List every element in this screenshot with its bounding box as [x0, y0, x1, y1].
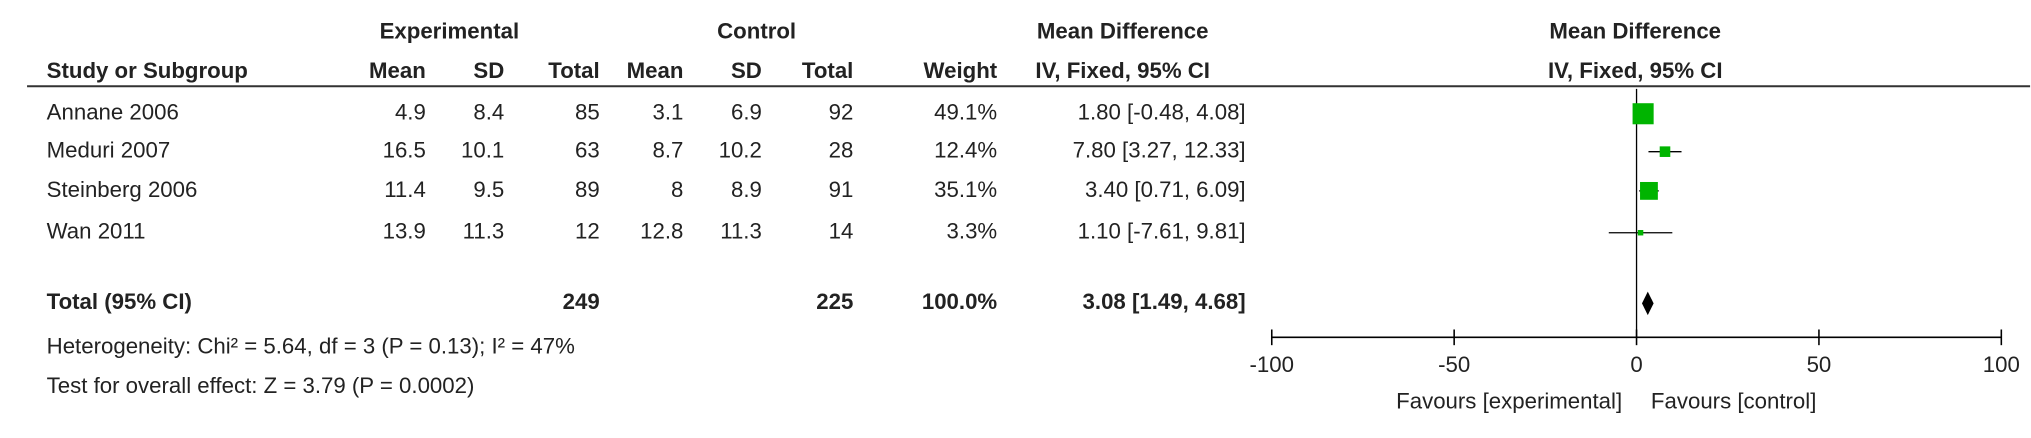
cell: 7.80 [3.27, 12.33] [1073, 138, 1246, 163]
column-header: Study or Subgroup [47, 58, 248, 83]
column-header: IV, Fixed, 95% CI [1035, 58, 1210, 83]
pooled-diamond [1641, 291, 1654, 316]
cell: 11.3 [720, 219, 762, 244]
study-name: Steinberg 2006 [47, 177, 198, 202]
cell: 11.4 [384, 177, 426, 202]
study-name: Annane 2006 [47, 100, 179, 125]
total-name: Total (95% CI) [47, 289, 192, 314]
effect-square [1637, 229, 1644, 236]
effect-square [1659, 146, 1671, 157]
cell: 3.40 [0.71, 6.09] [1085, 177, 1246, 202]
x-tick-label: -100 [1250, 352, 1294, 377]
column-header: SD [731, 58, 762, 83]
cell: 13.9 [383, 219, 426, 244]
group-header: Experimental [380, 19, 520, 44]
total-cell: 249 [563, 289, 600, 314]
cell: 9.5 [473, 177, 504, 202]
x-tick-label: 100 [1983, 352, 2020, 377]
cell: 3.1 [653, 100, 684, 125]
cell: 91 [829, 177, 854, 202]
column-header: Mean [627, 58, 684, 83]
cell: 12.8 [640, 219, 683, 244]
column-header: Mean [369, 58, 426, 83]
cell: 8.9 [731, 177, 762, 202]
effect-square [1640, 181, 1658, 200]
cell: 8.4 [473, 100, 504, 125]
x-tick-label: -50 [1438, 352, 1470, 377]
cell: 12 [575, 219, 600, 244]
cell: 11.3 [463, 219, 505, 244]
cell: 89 [575, 177, 600, 202]
plot-subtitle: IV, Fixed, 95% CI [1548, 58, 1723, 83]
cell: 10.1 [461, 138, 504, 163]
total-cell: 100.0% [922, 289, 998, 314]
cell: 92 [829, 100, 854, 125]
cell: 12.4% [934, 138, 997, 163]
cell: 1.80 [-0.48, 4.08] [1078, 100, 1246, 125]
x-tick-label: 0 [1630, 352, 1642, 377]
cell: 6.9 [731, 100, 762, 125]
x-tick-label: 50 [1807, 352, 1832, 377]
favours-right: Favours [control] [1651, 389, 1816, 414]
group-header: Control [717, 19, 796, 44]
column-header: SD [473, 58, 504, 83]
cell: 8 [671, 177, 683, 202]
cell: 63 [575, 138, 600, 163]
cell: 8.7 [653, 138, 684, 163]
effect-square [1632, 103, 1654, 125]
total-cell: 225 [816, 289, 853, 314]
cell: 49.1% [934, 100, 997, 125]
group-header: Mean Difference [1037, 19, 1209, 44]
cell: 85 [575, 100, 600, 125]
heterogeneity: Heterogeneity: Chi² = 5.64, df = 3 (P = … [47, 334, 575, 359]
cell: 4.9 [395, 100, 426, 125]
cell: 35.1% [934, 177, 997, 202]
cell: 28 [829, 138, 854, 163]
cell: 14 [829, 219, 854, 244]
overall-effect: Test for overall effect: Z = 3.79 (P = 0… [47, 373, 475, 398]
cell: 16.5 [383, 138, 426, 163]
favours-left: Favours [experimental] [1396, 389, 1622, 414]
plot-title: Mean Difference [1549, 19, 1721, 44]
cell: 1.10 [-7.61, 9.81] [1078, 219, 1246, 244]
column-header: Total [548, 58, 599, 83]
column-header: Total [802, 58, 853, 83]
column-header: Weight [924, 58, 998, 83]
total-cell: 3.08 [1.49, 4.68] [1083, 289, 1246, 314]
cell: 10.2 [719, 138, 762, 163]
study-name: Meduri 2007 [47, 138, 171, 163]
cell: 3.3% [947, 219, 998, 244]
study-name: Wan 2011 [47, 219, 146, 244]
